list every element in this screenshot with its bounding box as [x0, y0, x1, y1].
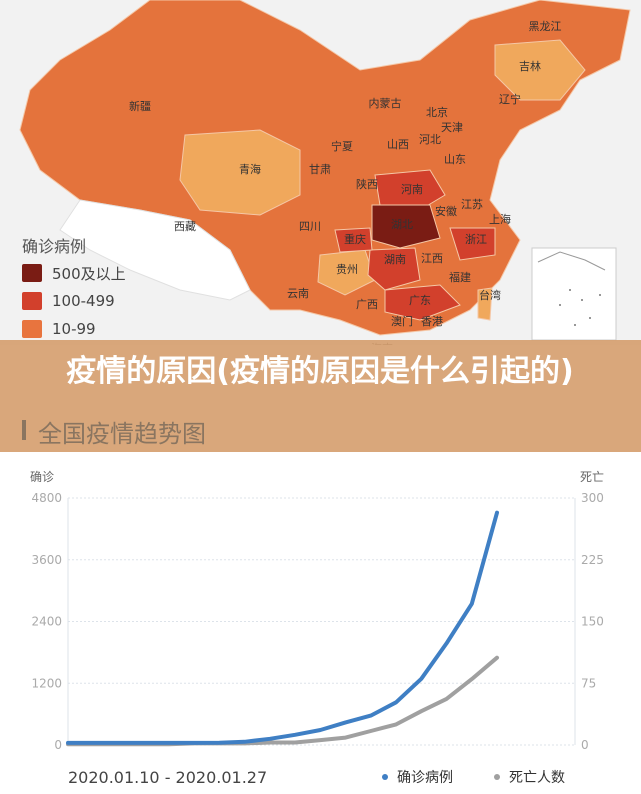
province-label: 贵州	[336, 263, 358, 276]
province-label: 新疆	[129, 99, 151, 113]
legend-swatch	[22, 264, 42, 282]
province-label: 湖北	[391, 218, 413, 231]
legend-item-10: 10-99	[22, 319, 96, 339]
province-label: 黑龙江	[529, 20, 562, 33]
province-label: 湖南	[384, 253, 406, 266]
trend-chart: 确诊 死亡 4800 300 3600 225 2400 150 1200 75 0 0 2020…	[30, 470, 604, 787]
province-label: 江苏	[461, 198, 483, 211]
legend-label: 10-99	[52, 320, 96, 338]
province-label: 浙江	[465, 233, 487, 246]
right-axis-label: 死亡	[580, 470, 604, 484]
province-label: 云南	[287, 287, 309, 300]
province-label: 甘肃	[309, 163, 331, 176]
right-tick-label: 75	[581, 676, 596, 690]
province-label: 广西	[356, 298, 378, 311]
legend-swatch	[22, 320, 42, 338]
right-tick-label: 150	[581, 615, 604, 629]
headline-title: 疫情的原因(疫情的原因是什么引起的)	[66, 354, 574, 389]
trend-title-bar	[22, 420, 26, 440]
province-label: 河南	[401, 183, 423, 196]
hunan-region	[367, 247, 421, 291]
province-label: 宁夏	[331, 139, 353, 153]
series-line-confirmed	[66, 510, 499, 745]
chart-grid	[67, 497, 576, 746]
legend-confirmed: 确诊病例	[397, 770, 453, 786]
right-tick-label: 225	[581, 553, 604, 567]
left-tick-label: 3600	[31, 553, 62, 567]
legend-item-500: 500及以上	[22, 263, 126, 283]
chongqing-region	[334, 227, 373, 253]
taiwan-region	[477, 287, 493, 321]
hubei-region	[371, 204, 441, 249]
legend-swatch	[22, 292, 42, 310]
province-label: 上海	[489, 212, 511, 226]
province-label: 山东	[444, 153, 466, 166]
xizang-region	[59, 199, 251, 301]
date-range: 2020.01.10 - 2020.01.27	[68, 768, 267, 787]
province-label: 澳门	[391, 314, 413, 328]
province-label: 香港	[421, 315, 443, 328]
province-label: 台湾	[479, 288, 501, 302]
inset-islands	[559, 289, 601, 326]
province-label: 天津	[441, 121, 463, 134]
province-label: 青海	[239, 162, 261, 176]
province-label: 陕西	[356, 177, 378, 191]
province-label: 广东	[409, 294, 431, 307]
legend-title: 确诊病例	[22, 237, 87, 256]
left-tick-label: 4800	[31, 491, 62, 505]
province-label: 吉林	[519, 59, 541, 73]
province-label: 四川	[299, 220, 321, 233]
province-label: 福建	[449, 270, 471, 284]
province-label: 北京	[426, 105, 448, 119]
legend-label: 100-499	[52, 292, 115, 310]
left-tick-label: 1200	[31, 676, 62, 690]
legend-deaths: 死亡人数	[509, 770, 565, 786]
left-axis-label: 确诊	[30, 470, 54, 484]
province-label: 安徽	[435, 204, 457, 218]
legend-item-100: 100-499	[22, 291, 115, 311]
series-line-deaths	[66, 655, 499, 747]
inset-coast	[537, 251, 606, 271]
legend-dot-deaths	[494, 774, 500, 780]
right-tick-label: 0	[581, 738, 589, 752]
south-sea-inset	[531, 247, 617, 341]
province-label: 重庆	[344, 232, 366, 246]
legend-label: 500及以上	[52, 264, 126, 283]
china-map-panel: 黑龙江吉林辽宁 内蒙古 新疆 北京天津 河北 山西 宁夏青海 甘肃 山东陕西 河南西藏 江苏 安徽上海…	[0, 0, 641, 345]
legend-dot-confirmed	[382, 774, 388, 780]
left-tick-label: 2400	[31, 615, 62, 629]
province-label: 河北	[419, 133, 441, 146]
province-label: 山西	[387, 138, 409, 151]
left-tick-label: 0	[54, 738, 62, 752]
province-label: 西藏	[174, 220, 196, 233]
province-label: 内蒙古	[369, 96, 402, 110]
headline-banner	[0, 340, 641, 452]
province-label: 江西	[421, 252, 443, 265]
jilin-region	[494, 39, 586, 101]
chart-ticks: 4800 300 3600 225 2400 150 1200 75 0 0	[31, 491, 603, 752]
trend-title: 全国疫情趋势图	[38, 420, 206, 448]
guangdong-region	[384, 284, 461, 321]
zhejiang-region	[449, 227, 496, 261]
province-label: 辽宁	[499, 92, 521, 106]
henan-region	[374, 169, 446, 211]
chart-lines	[66, 510, 499, 747]
right-tick-label: 300	[581, 491, 604, 505]
qinghai-region	[179, 129, 301, 216]
